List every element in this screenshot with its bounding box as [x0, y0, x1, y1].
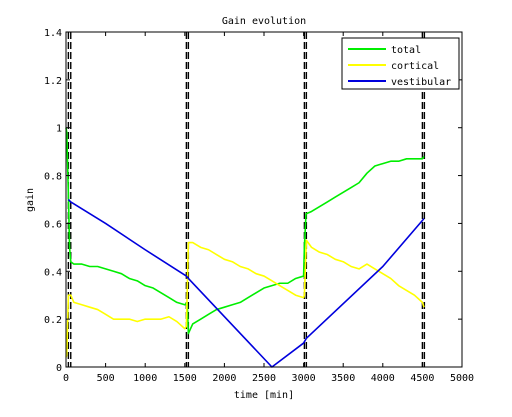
legend-label-vestibular: vestibular: [391, 77, 451, 88]
x-axis-label: time [min]: [234, 390, 294, 401]
legend-label-cortical: cortical: [391, 61, 439, 72]
x-tick-label: 5000: [450, 373, 474, 384]
x-tick-label: 1500: [173, 373, 197, 384]
y-tick-label: 0: [56, 363, 62, 374]
y-tick-label: 1.2: [44, 76, 62, 87]
y-tick-label: 0.6: [44, 219, 62, 230]
x-tick-label: 2000: [212, 373, 236, 384]
x-tick-label: 500: [97, 373, 115, 384]
chart-title: Gain evolution: [222, 16, 306, 27]
y-axis-label: gain: [25, 188, 36, 212]
legend-label-total: total: [391, 45, 421, 56]
series-line-total: [65, 127, 425, 335]
x-tick-label: 4500: [410, 373, 434, 384]
series-line-vestibular: [67, 198, 425, 368]
x-axis: 0 500 1000 1500 2000 2500 3000 3500 4000 4500 5000: [63, 32, 474, 384]
y-axis: 0 0.2 0.4 0.6 0.8 1 1.2 1.4: [44, 28, 462, 374]
x-tick-label: 0: [63, 373, 69, 384]
y-tick-label: 0.4: [44, 267, 62, 278]
x-tick-label: 4000: [371, 373, 395, 384]
x-tick-label: 2500: [252, 373, 276, 384]
series-line-cortical: [65, 239, 425, 358]
series-layer: [65, 127, 425, 368]
x-tick-label: 3000: [292, 373, 316, 384]
x-tick-label: 1000: [133, 373, 157, 384]
y-tick-label: 1.4: [44, 28, 62, 39]
legend: total cortical vestibular: [341, 37, 460, 90]
y-tick-label: 0.2: [44, 315, 62, 326]
y-tick-label: 1: [56, 124, 62, 135]
x-tick-label: 3500: [331, 373, 355, 384]
y-tick-label: 0.8: [44, 172, 62, 183]
